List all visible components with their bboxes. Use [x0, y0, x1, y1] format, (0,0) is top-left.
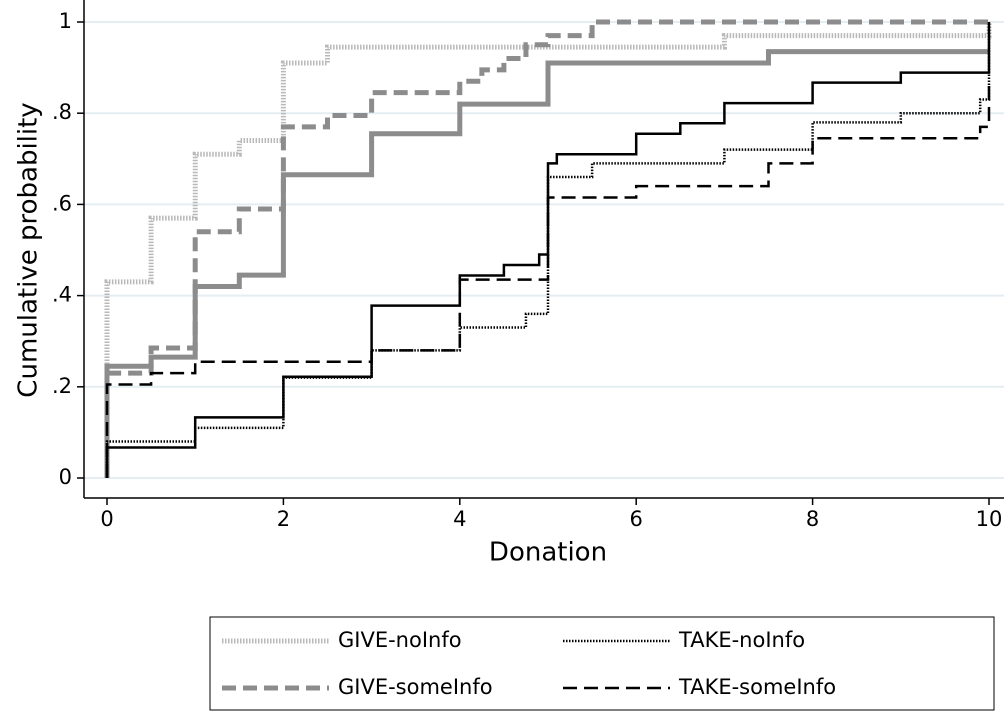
y-tick-label: .6	[52, 191, 72, 215]
y-axis-title: Cumulative probability	[14, 102, 44, 397]
x-tick-label: 8	[806, 507, 819, 531]
legend-label: TAKE-someInfo	[678, 675, 836, 699]
x-tick-label: 0	[100, 507, 113, 531]
legend-label: GIVE-noInfo	[338, 628, 462, 652]
y-tick-label: .8	[52, 100, 72, 124]
y-tick-label: .2	[52, 374, 72, 398]
x-tick-label: 6	[630, 507, 643, 531]
y-tick-label: .4	[52, 283, 72, 307]
x-tick-label: 10	[976, 507, 1003, 531]
legend-label: GIVE-someInfo	[338, 675, 493, 699]
legend-label: TAKE-noInfo	[678, 628, 805, 652]
step-line	[104, 22, 992, 478]
x-tick-label: 2	[277, 507, 290, 531]
y-tick-label: 1	[59, 9, 72, 33]
x-tick-label: 4	[453, 507, 466, 531]
y-tick-label: 0	[59, 465, 72, 489]
x-axis-title: Donation	[489, 538, 607, 568]
legend-box	[209, 616, 995, 711]
step-line	[105, 22, 991, 478]
step-line	[104, 49, 989, 478]
step-line	[105, 22, 991, 478]
